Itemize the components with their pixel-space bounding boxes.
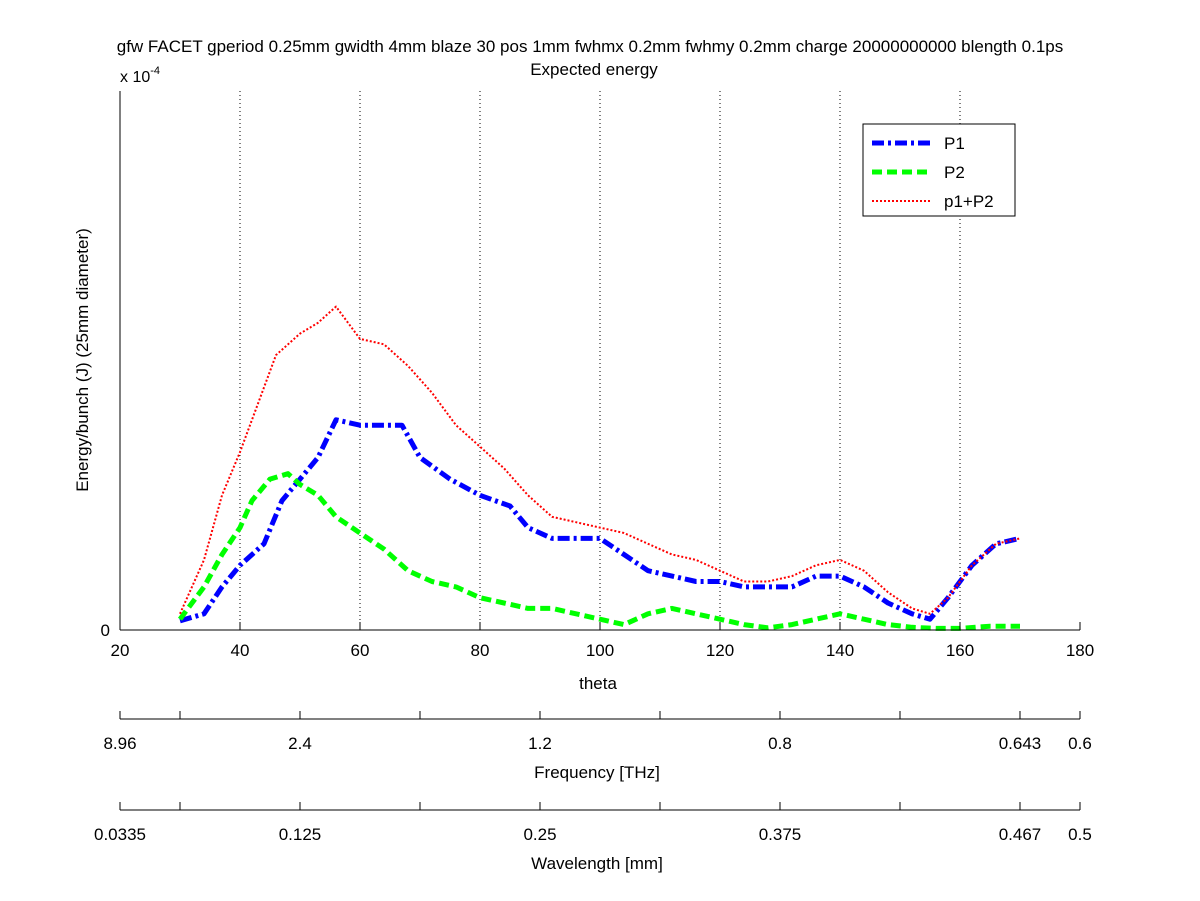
x-tick-label: 120 xyxy=(706,641,734,660)
chart-title: gfw FACET gperiod 0.25mm gwidth 4mm blaz… xyxy=(117,37,1063,56)
secondary-axis-label: Wavelength [mm] xyxy=(531,854,663,873)
x-tick-label: 80 xyxy=(471,641,490,660)
secondary-tick-label: 0.6 xyxy=(1068,734,1092,753)
secondary-tick-label: 0.8 xyxy=(768,734,792,753)
legend-label-p2: P2 xyxy=(944,163,965,182)
legend: P1 P2 p1+P2 xyxy=(862,123,1016,217)
secondary-tick-label: 0.375 xyxy=(759,825,802,844)
y-axis-label: Energy/bunch (J) (25mm diameter) xyxy=(73,228,92,492)
x-tick-label: 160 xyxy=(946,641,974,660)
legend-label-sum: p1+P2 xyxy=(944,192,994,211)
secondary-tick-label: 0.467 xyxy=(999,825,1042,844)
series-line-2 xyxy=(177,471,1020,631)
series-lines xyxy=(177,305,1021,631)
y-exponent-base: x 10 xyxy=(120,69,150,86)
secondary-tick-label: 0.25 xyxy=(523,825,556,844)
secondary-tick-label: 0.643 xyxy=(999,734,1042,753)
x-tick-label: 20 xyxy=(111,641,130,660)
y-exponent-power: -4 xyxy=(150,65,160,77)
secondary-tick-label: 1.2 xyxy=(528,734,552,753)
series-line-1 xyxy=(179,417,1021,624)
chart-subtitle: Expected energy xyxy=(530,60,658,79)
x-axis-label: theta xyxy=(579,674,617,693)
secondary-tick-label: 2.4 xyxy=(288,734,312,753)
legend-label-p1: P1 xyxy=(944,134,965,153)
secondary-tick-label: 8.96 xyxy=(103,734,136,753)
x-tick-label: 140 xyxy=(826,641,854,660)
secondary-tick-label: 0.5 xyxy=(1068,825,1092,844)
secondary-axis-label: Frequency [THz] xyxy=(534,763,660,782)
y-tick-label: 0 xyxy=(101,621,110,640)
y-exponent-label: x 10-4 xyxy=(120,65,160,86)
x-tick-label: 60 xyxy=(351,641,370,660)
secondary-axes: 8.96 2.4 1.2 0.8 0.643 0.6 Frequency [THz] 0.03… xyxy=(94,711,1092,873)
series-line-3 xyxy=(179,305,1021,615)
axes: 2040608010012014016018001 xyxy=(101,91,1094,660)
secondary-tick-label: 0.125 xyxy=(279,825,322,844)
x-tick-label: 100 xyxy=(586,641,614,660)
x-tick-label: 40 xyxy=(231,641,250,660)
secondary-tick-label: 0.0335 xyxy=(94,825,146,844)
grid xyxy=(239,91,961,630)
x-tick-label: 180 xyxy=(1066,641,1094,660)
